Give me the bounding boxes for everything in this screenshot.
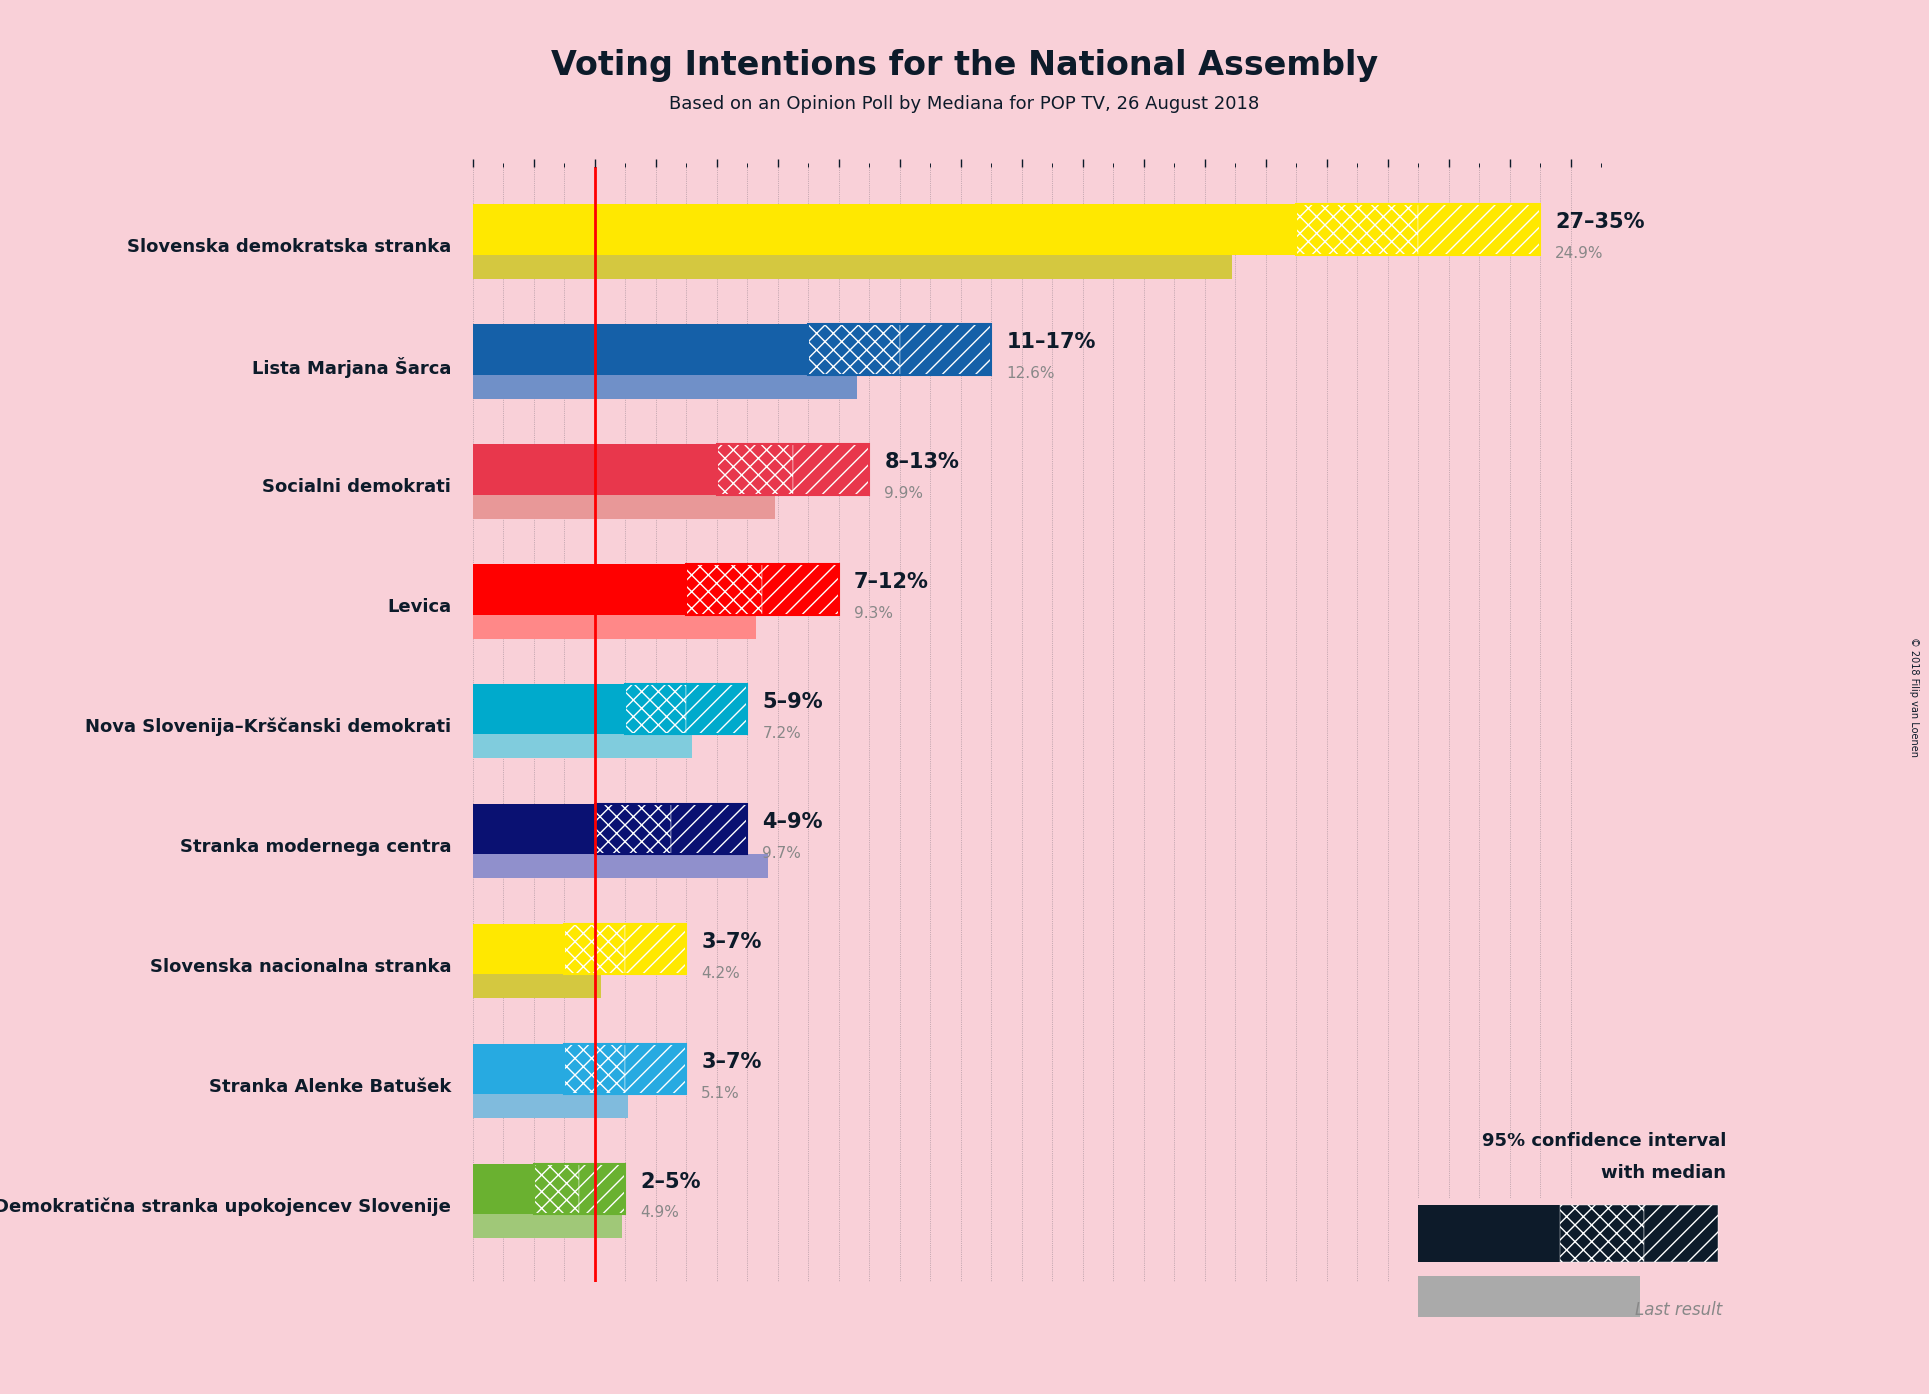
Bar [625,684,747,735]
Bar [671,804,747,855]
Bar [594,804,747,855]
Text: © 2018 Filip van Loenen: © 2018 Filip van Loenen [1908,637,1919,757]
Text: 12.6%: 12.6% [1007,367,1055,381]
Bar [1418,205,1539,255]
Text: 95% confidence interval: 95% confidence interval [1481,1132,1726,1150]
Bar [473,735,693,758]
Text: 4–9%: 4–9% [762,813,824,832]
Text: 9.7%: 9.7% [762,846,801,860]
Bar [473,855,768,878]
Bar [473,1214,621,1238]
Bar [716,445,793,495]
Bar [473,1164,534,1214]
Text: 9.3%: 9.3% [855,606,893,620]
Bar [716,445,870,495]
Bar [473,565,687,615]
Bar [594,804,671,855]
Bar [473,1044,563,1094]
Bar [625,924,687,974]
Bar [1644,1204,1719,1262]
Bar [473,804,594,855]
Bar [563,924,687,974]
Bar [473,255,1233,279]
Bar [473,974,600,998]
Text: 11–17%: 11–17% [1007,332,1096,353]
Bar [687,565,839,615]
Bar [762,565,839,615]
Bar [793,445,870,495]
Text: 4.2%: 4.2% [702,966,741,980]
Bar [473,205,1296,255]
Text: 27–35%: 27–35% [1555,212,1645,233]
Text: 3–7%: 3–7% [702,1052,762,1072]
Text: with median: with median [1601,1164,1726,1182]
Bar [1296,205,1418,255]
Bar [687,684,747,735]
Text: 4.9%: 4.9% [640,1206,679,1220]
Bar [473,445,716,495]
Bar [534,1164,625,1214]
Text: 8–13%: 8–13% [883,452,959,473]
Bar [473,924,563,974]
Bar [625,1044,687,1094]
Bar [687,565,762,615]
Text: 9.9%: 9.9% [883,487,924,500]
Text: 2–5%: 2–5% [640,1172,700,1192]
Text: Voting Intentions for the National Assembly: Voting Intentions for the National Assem… [552,49,1377,82]
Bar [625,684,687,735]
Bar [563,924,625,974]
Bar [579,1164,625,1214]
Bar [808,325,899,375]
Bar [473,375,856,399]
Bar [534,1164,579,1214]
Text: 5–9%: 5–9% [762,691,824,712]
Bar [473,615,756,638]
Text: 7–12%: 7–12% [855,572,928,592]
Bar [563,1044,625,1094]
Bar [1296,205,1539,255]
Text: Based on an Opinion Poll by Mediana for POP TV, 26 August 2018: Based on an Opinion Poll by Mediana for … [669,95,1260,113]
Bar [473,325,808,375]
Bar [808,325,992,375]
Bar [563,1044,687,1094]
Text: 7.2%: 7.2% [762,726,801,740]
Bar [899,325,992,375]
Text: Last result: Last result [1634,1302,1723,1319]
Bar [473,684,625,735]
Bar [473,1094,629,1118]
Text: 3–7%: 3–7% [702,933,762,952]
Bar [473,495,775,519]
Bar [1559,1204,1644,1262]
Text: 24.9%: 24.9% [1555,247,1603,261]
Text: 5.1%: 5.1% [702,1086,741,1100]
Bar [1418,1204,1559,1262]
